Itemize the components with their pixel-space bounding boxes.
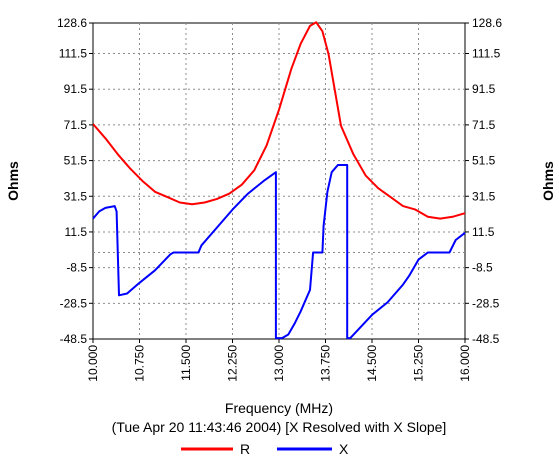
tick-label-y-right: 128.6 [472, 16, 502, 30]
y-axis-left-label: Ohms [5, 161, 21, 201]
tick-label-x: 10.000 [86, 345, 100, 382]
tick-label-y-right: 31.5 [472, 189, 496, 203]
y-axis-right-ticks: 128.6 111.5 91.5 71.5 51.5 31.5 11.5 -8.5 -28.5 -… [465, 16, 502, 346]
x-axis-ticks: 10.000 10.750 11.500 12.250 13.000 13.750 14.5… [86, 339, 472, 382]
tick-label-y-left: 111.5 [59, 47, 88, 61]
tick-label-y-right: -28.5 [472, 296, 500, 310]
tick-label-y-left: 31.5 [64, 189, 88, 203]
tick-label-y-left: 91.5 [64, 82, 88, 96]
tick-label-y-left: -8.5 [66, 261, 87, 275]
series-layer [92, 21, 466, 340]
legend-label-x: X [339, 441, 349, 457]
tick-label-y-left: 51.5 [64, 154, 88, 168]
x-axis-label: Frequency (MHz) [225, 400, 333, 416]
tick-label-y-left: 11.5 [65, 225, 88, 239]
tick-label-y-right: 11.5 [472, 225, 495, 239]
grid [93, 23, 465, 339]
tick-label-y-right: -48.5 [472, 332, 500, 346]
tick-label-y-right: 91.5 [472, 82, 496, 96]
tick-label-y-right: 111.5 [472, 47, 501, 61]
series-line-x [92, 164, 466, 340]
tick-label-x: 14.500 [365, 345, 379, 382]
tick-label-y-left: -28.5 [60, 296, 88, 310]
tick-label-y-right: 51.5 [472, 154, 496, 168]
tick-label-y-right: -8.5 [472, 261, 493, 275]
tick-label-x: 16.000 [458, 345, 472, 382]
tick-label-x: 15.250 [412, 345, 426, 382]
tick-label-y-left: 128.6 [57, 16, 87, 30]
tick-label-x: 13.000 [272, 345, 286, 382]
chart-subtitle: (Tue Apr 20 11:43:46 2004) [X Resolved w… [112, 419, 447, 435]
y-axis-right-label: Ohms [540, 161, 556, 201]
tick-label-y-left: -48.5 [60, 332, 88, 346]
legend: R X [181, 441, 349, 457]
tick-label-y-left: 71.5 [64, 118, 88, 132]
tick-label-x: 11.500 [179, 345, 193, 381]
y-axis-left-ticks: 128.6 111.5 91.5 71.5 51.5 31.5 11.5 -8.5 -28.5 -… [57, 16, 93, 346]
tick-label-x: 10.750 [133, 345, 147, 382]
plot-area [92, 22, 466, 340]
legend-label-r: R [240, 441, 250, 457]
series-line-r [92, 21, 466, 220]
tick-label-y-right: 71.5 [472, 118, 496, 132]
tick-label-x: 13.750 [319, 345, 333, 382]
tick-label-x: 12.250 [226, 345, 240, 382]
